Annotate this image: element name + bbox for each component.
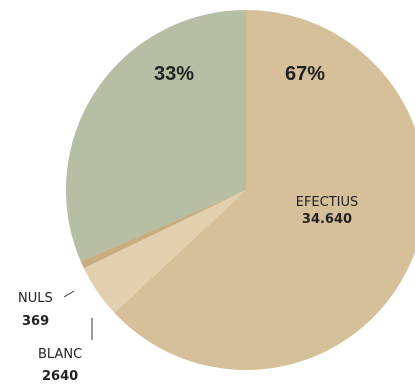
slice-blanc <box>83 190 247 313</box>
slice-label-efectius: EFECTIUS <box>296 195 359 210</box>
slice-label-blanc: BLANC <box>38 347 82 362</box>
slice-value-blanc: 2640 <box>42 369 78 384</box>
leader-line-nuls <box>63 290 75 298</box>
slice-efectius <box>114 10 415 370</box>
slice-other <box>65 10 246 262</box>
slice-nuls <box>80 190 246 269</box>
slice-value-efectius: 34.640 <box>302 212 352 227</box>
percent-label-other: 33% <box>154 63 194 85</box>
pie-slices <box>65 10 415 370</box>
percent-label-efectius: 67% <box>285 63 325 85</box>
slice-value-nuls: 369 <box>22 314 49 329</box>
slice-label-nuls: NULS <box>18 291 53 306</box>
